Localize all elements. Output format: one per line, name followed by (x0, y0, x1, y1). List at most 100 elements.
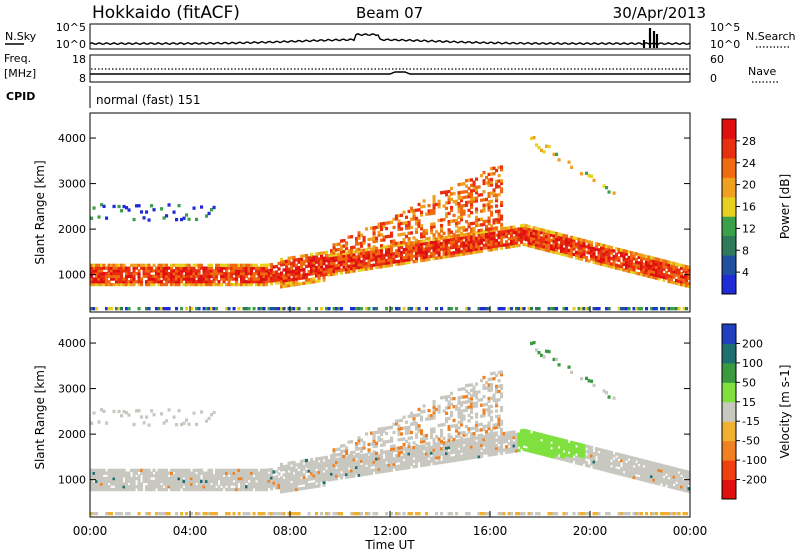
heatmap-cell (472, 188, 476, 193)
heatmap-cell (390, 239, 394, 244)
heatmap-cell (365, 458, 369, 462)
heatmap-cell (415, 424, 419, 428)
heatmap-cell (180, 468, 184, 472)
heatmap-cell (517, 227, 521, 231)
heatmap-cell (485, 237, 489, 242)
heatmap-cell (230, 482, 234, 486)
heatmap-cell (215, 282, 219, 287)
heatmap-cell (660, 269, 664, 273)
heatmap-cell (447, 403, 451, 407)
heatmap-cell (422, 409, 426, 413)
heatmap-cell (525, 227, 529, 231)
heatmap-cell (537, 232, 541, 237)
heatmap-cell (650, 512, 654, 516)
heatmap-cell (277, 261, 281, 266)
heatmap-cell (125, 479, 129, 483)
heatmap-cell (182, 471, 186, 475)
heatmap-cell (420, 444, 424, 448)
heatmap-cell (527, 238, 531, 242)
heatmap-cell (155, 274, 159, 278)
heatmap-cell (532, 231, 536, 235)
heatmap-cell (477, 218, 481, 222)
heatmap-cell (475, 412, 479, 416)
heatmap-cell (495, 449, 499, 453)
heatmap-cell (297, 260, 301, 264)
heatmap-cell (407, 231, 411, 235)
heatmap-cell (282, 279, 286, 283)
heatmap-cell (587, 453, 591, 457)
heatmap-cell (472, 404, 476, 408)
heatmap-cell (460, 417, 464, 421)
heatmap-cell (330, 249, 334, 253)
heatmap-cell (682, 278, 686, 282)
heatmap-cell (292, 261, 296, 265)
heatmap-cell (470, 442, 474, 446)
heatmap-cell (332, 477, 336, 481)
heatmap-cell (185, 266, 189, 270)
time-axis-label: Time UT (364, 538, 415, 552)
heatmap-cell (650, 466, 654, 470)
heatmap-cell (552, 250, 556, 254)
heatmap-cell (420, 232, 424, 236)
heatmap-cell (385, 307, 389, 311)
heatmap-cell (265, 471, 269, 475)
heatmap-cell (332, 256, 336, 260)
heatmap-cell (357, 462, 361, 466)
heatmap-cell (135, 204, 139, 208)
heatmap-cell (127, 487, 131, 492)
heatmap-cell (225, 479, 229, 483)
heatmap-cell (665, 307, 669, 311)
colorbar-tick-label: 8 (742, 244, 749, 257)
heatmap-cell (507, 512, 511, 516)
heatmap-cell (642, 459, 646, 463)
heatmap-cell (400, 253, 404, 258)
heatmap-cell (117, 485, 121, 489)
heatmap-cell (507, 237, 511, 241)
heatmap-cell (145, 307, 149, 311)
heatmap-cell (460, 395, 464, 399)
heatmap-cell (372, 457, 376, 461)
heatmap-cell (472, 453, 476, 457)
heatmap-cell (115, 485, 119, 489)
heatmap-cell (395, 467, 399, 471)
heatmap-cell (480, 174, 484, 178)
heatmap-cell (192, 468, 196, 472)
heatmap-cell (622, 251, 626, 256)
heatmap-cell (567, 248, 571, 253)
colorbar-tick-label: -100 (742, 454, 767, 467)
heatmap-cell (195, 422, 199, 427)
heatmap-cell (292, 269, 296, 273)
heatmap-cell (332, 266, 336, 271)
heatmap-cell (300, 254, 304, 258)
heatmap-cell (550, 452, 554, 456)
heatmap-cell (627, 512, 631, 516)
heatmap-cell (187, 474, 191, 478)
heatmap-cell (252, 263, 256, 267)
heatmap-cell (607, 512, 611, 516)
heatmap-cell (352, 266, 356, 270)
heatmap-cell (612, 454, 616, 458)
heatmap-cell (400, 432, 404, 436)
heatmap-cell (657, 468, 661, 472)
heatmap-cell (395, 454, 399, 458)
heatmap-cell (542, 436, 546, 440)
heatmap-cell (240, 266, 244, 270)
heatmap-cell (412, 211, 416, 215)
heatmap-cell (210, 307, 214, 311)
heatmap-cell (302, 273, 306, 277)
heatmap-cell (555, 450, 559, 454)
heatmap-cell (465, 437, 469, 442)
heatmap-cell (160, 487, 164, 492)
heatmap-cell (612, 465, 616, 469)
heatmap-cell (480, 249, 484, 253)
heatmap-cell (497, 220, 501, 224)
heatmap-cell (647, 471, 651, 475)
heatmap-cell (317, 265, 321, 269)
heatmap-cell (410, 257, 414, 261)
heatmap-cell (275, 486, 279, 490)
heatmap-cell (355, 258, 359, 262)
heatmap-cell (460, 249, 464, 254)
heatmap-cell (387, 221, 391, 225)
heatmap-cell (472, 391, 476, 395)
heatmap-cell (172, 487, 176, 492)
